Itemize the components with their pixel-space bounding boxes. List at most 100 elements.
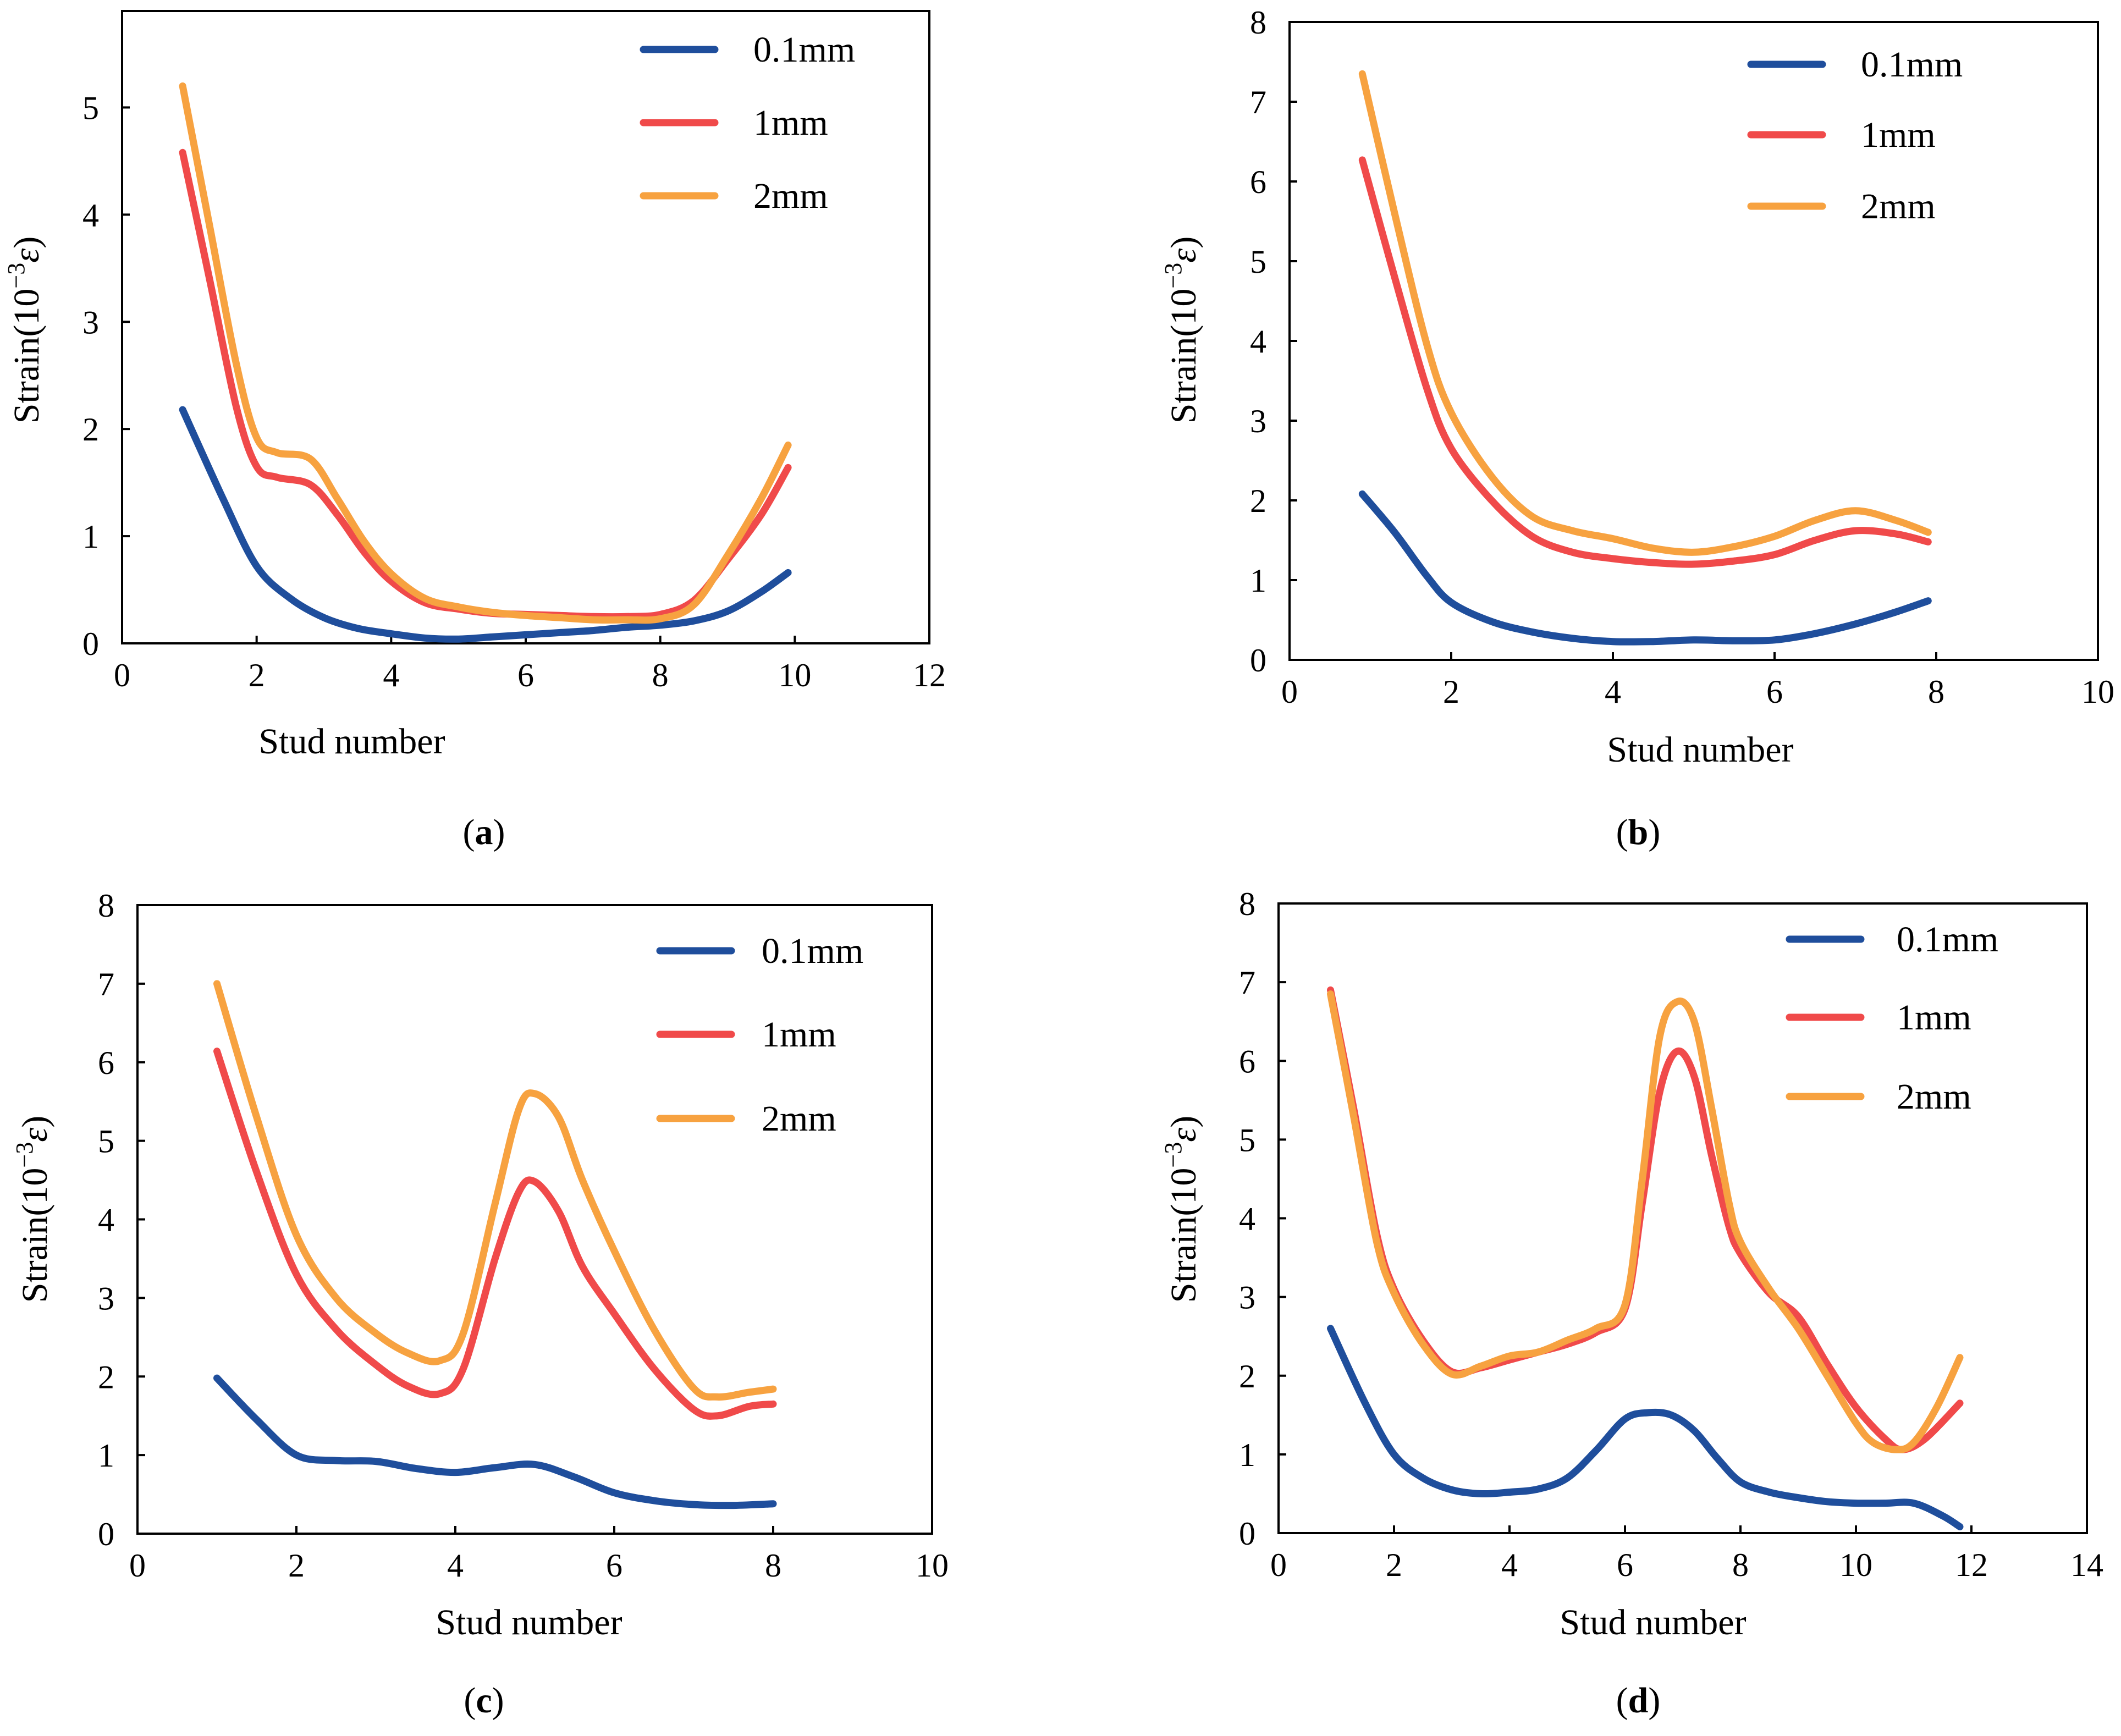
y-tick-label: 8 [98, 888, 114, 924]
x-tick-label: 0 [114, 657, 130, 693]
legend-label-2mm: 2mm [753, 176, 828, 216]
series-line-0.1mm [1358, 490, 1932, 646]
x-axis-title: Stud number [1560, 1602, 1746, 1643]
legend-label-0.1mm: 0.1mm [762, 931, 863, 971]
x-tick-label: 4 [383, 657, 399, 693]
x-tick-label: 0 [1270, 1547, 1287, 1583]
y-tick-label: 4 [1239, 1201, 1255, 1237]
x-tick-label: 12 [913, 657, 946, 693]
legend-label-1mm: 1mm [1897, 997, 1971, 1038]
y-tick-label: 0 [1250, 642, 1266, 679]
y-tick-label: 7 [98, 966, 114, 1002]
y-tick-label: 0 [82, 626, 99, 662]
x-tick-label: 10 [2081, 674, 2114, 710]
plot-frame [136, 904, 933, 1535]
panel-b: 0 2 4 6 8 10 0 1 2 3 4 5 6 7 8 Stud number Strain(10−3ε)… [1061, 0, 2121, 868]
y-tick-label: 1 [82, 519, 99, 555]
y-tick-label: 3 [82, 304, 99, 340]
x-tick-label: 10 [916, 1547, 949, 1584]
legend-label-0.1mm: 0.1mm [1861, 45, 1963, 85]
y-axis-title: Strain(10−3ε) [1160, 236, 1204, 423]
series-line-0.1mm [179, 406, 792, 643]
series-line-2mm [1358, 70, 1932, 556]
y-tick-label: 0 [98, 1516, 114, 1552]
panel-label: (d) [1616, 1680, 1661, 1721]
x-tick-label: 2 [288, 1547, 305, 1584]
series-line-2mm [1327, 990, 1964, 1453]
y-tick-label: 8 [1250, 4, 1266, 41]
x-tick-label: 2 [1386, 1547, 1402, 1583]
y-tick-label: 4 [1250, 323, 1266, 360]
y-tick-label: 1 [1239, 1437, 1255, 1473]
series-line-1mm [179, 148, 792, 621]
x-tick-label: 6 [1766, 674, 1783, 710]
panel-c: 0 2 4 6 8 10 0 1 2 3 4 5 6 7 8 Stud number Strain(10−3ε)… [0, 868, 1061, 1736]
x-tick-label: 12 [1955, 1547, 1988, 1583]
legend-label-2mm: 2mm [762, 1099, 836, 1139]
series-line-1mm [1327, 986, 1964, 1453]
y-tick-label: 6 [1250, 164, 1266, 200]
chart-svg-b: 0 2 4 6 8 10 0 1 2 3 4 5 6 7 8 Stud number Strain(10−3ε)… [1160, 4, 2114, 852]
y-axis-title: Strain(10−3ε) [3, 236, 47, 423]
y-tick-label: 8 [1239, 886, 1255, 922]
panel-label: (c) [464, 1680, 504, 1721]
y-tick-label: 5 [98, 1123, 114, 1160]
x-tick-label: 6 [517, 657, 534, 693]
legend-label-0.1mm: 0.1mm [1897, 919, 1998, 960]
panel-d: 0 2 4 6 8 10 12 14 0 1 2 3 4 5 6 7 8 Stud number Strain(10… [1061, 868, 2121, 1736]
y-tick-label: 3 [98, 1280, 114, 1316]
legend-label-1mm: 1mm [1861, 115, 1936, 155]
x-tick-label: 0 [1281, 674, 1298, 710]
x-tick-label: 2 [249, 657, 265, 693]
y-tick-label: 6 [1239, 1043, 1255, 1079]
x-tick-label: 8 [1928, 674, 1944, 710]
x-tick-label: 4 [447, 1547, 464, 1584]
series-line-0.1mm [213, 1374, 777, 1509]
x-tick-label: 14 [2070, 1547, 2103, 1583]
y-tick-label: 5 [1250, 244, 1266, 280]
legend-label-1mm: 1mm [762, 1015, 836, 1055]
y-tick-label: 3 [1250, 403, 1266, 439]
y-tick-label: 5 [82, 90, 99, 126]
y-tick-label: 1 [1250, 563, 1266, 599]
series-line-0.1mm [1327, 1325, 1964, 1530]
y-tick-label: 0 [1239, 1515, 1255, 1552]
y-axis-title: Strain(10−3ε) [11, 1116, 55, 1303]
y-axis-title: Strain(10−3ε) [1160, 1116, 1204, 1303]
y-tick-label: 2 [1250, 483, 1266, 519]
panel-label: (b) [1616, 812, 1661, 852]
y-tick-label: 4 [98, 1202, 114, 1238]
x-tick-label: 10 [1839, 1547, 1872, 1583]
panel-label: (a) [463, 812, 505, 852]
x-tick-label: 10 [778, 657, 811, 693]
x-axis-title: Stud number [436, 1602, 622, 1643]
panel-a: 0 2 4 6 8 10 12 0 1 2 3 4 5 Stud number Strain(10−3ε) 0… [0, 0, 1061, 868]
y-tick-label: 3 [1239, 1280, 1255, 1316]
x-tick-label: 0 [129, 1547, 146, 1584]
legend-label-2mm: 2mm [1897, 1077, 1971, 1117]
x-axis-title: Stud number [1607, 730, 1793, 770]
y-tick-label: 4 [82, 197, 99, 233]
y-tick-label: 2 [82, 411, 99, 448]
y-tick-label: 1 [98, 1437, 114, 1474]
x-tick-label: 8 [765, 1547, 781, 1584]
y-tick-label: 2 [1239, 1358, 1255, 1395]
legend-label-0.1mm: 0.1mm [753, 30, 855, 70]
y-tick-label: 5 [1239, 1122, 1255, 1158]
x-tick-label: 4 [1501, 1547, 1518, 1583]
series-line-2mm [213, 980, 777, 1401]
y-tick-label: 2 [98, 1359, 114, 1395]
x-tick-label: 6 [1617, 1547, 1633, 1583]
x-axis-title: Stud number [258, 721, 445, 762]
series-line-1mm [1358, 156, 1932, 568]
y-tick-label: 7 [1239, 965, 1255, 1001]
x-tick-label: 6 [606, 1547, 622, 1584]
x-tick-label: 8 [1732, 1547, 1749, 1583]
x-tick-label: 2 [1443, 674, 1459, 710]
y-tick-label: 7 [1250, 84, 1266, 120]
x-tick-label: 4 [1605, 674, 1621, 710]
chart-svg-c: 0 2 4 6 8 10 0 1 2 3 4 5 6 7 8 Stud number Strain(10−3ε)… [11, 888, 949, 1721]
